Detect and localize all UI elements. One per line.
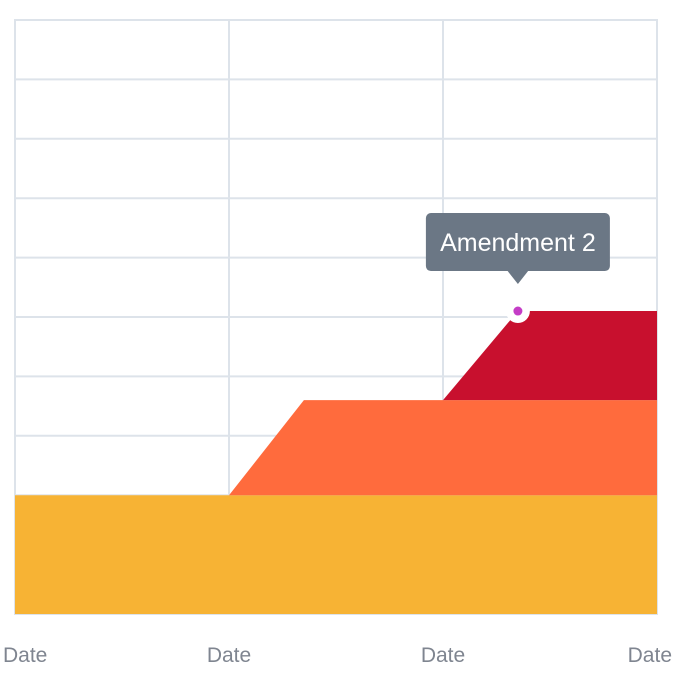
tooltip: Amendment 2 [425, 213, 610, 324]
tooltip-box [425, 213, 610, 272]
tooltip-label: Amendment 2 [440, 229, 596, 257]
x-axis: Date Date Date Date [3, 644, 672, 667]
x-tick-label: Date [3, 644, 47, 667]
x-tick-label: Date [421, 644, 465, 667]
x-tick-label: Date [207, 644, 251, 667]
x-tick-label: Date [628, 644, 672, 667]
data-point-marker-dot [513, 306, 523, 316]
area-series-group [15, 311, 657, 614]
area-series-1 [15, 495, 657, 614]
tooltip-pointer [506, 270, 529, 285]
area-series-2 [229, 400, 657, 496]
area-series-3 [443, 311, 657, 401]
